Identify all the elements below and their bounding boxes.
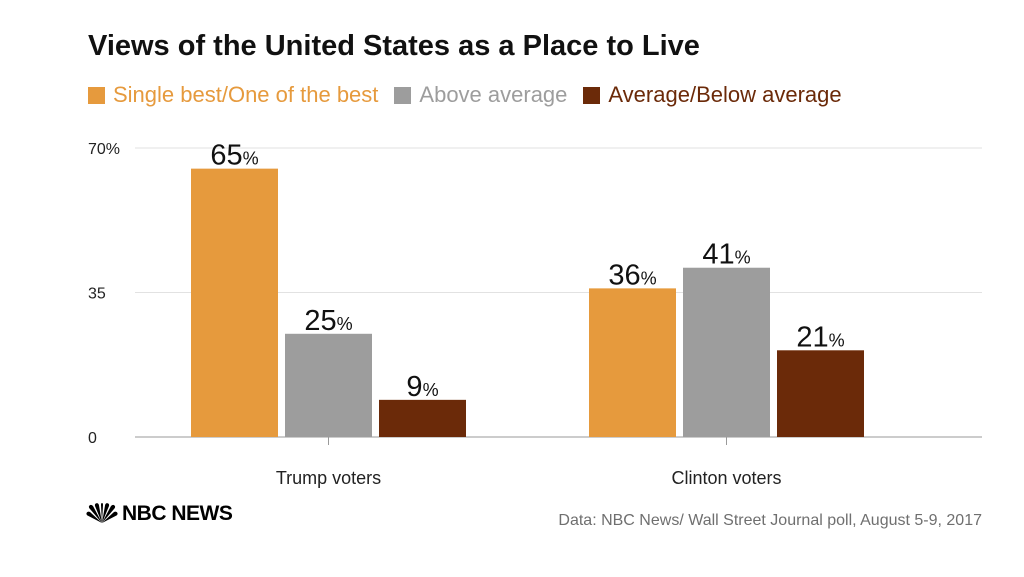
bar — [379, 399, 466, 437]
legend-label-average-below: Average/Below average — [608, 82, 842, 107]
data-label: 9% — [406, 371, 438, 403]
data-label: 36% — [608, 259, 656, 291]
data-label: 25% — [304, 305, 352, 337]
data-label: 21% — [796, 321, 844, 353]
chart-title: Views of the United States as a Place to… — [88, 30, 700, 62]
legend-label-above-average: Above average — [419, 82, 568, 107]
data-label: 41% — [702, 239, 750, 271]
legend-swatch-single-best — [88, 86, 105, 104]
source-note: Data: NBC News/ Wall Street Journal poll… — [558, 512, 982, 529]
bar — [191, 168, 278, 437]
x-tick-label: Clinton voters — [671, 468, 781, 488]
y-tick-label: 0 — [88, 430, 97, 447]
bar — [285, 333, 372, 437]
bar — [589, 288, 676, 437]
bar — [683, 267, 770, 437]
nbc-news-logo: NBC NEWS — [86, 502, 233, 526]
bar — [777, 350, 864, 437]
chart-legend: Single best/One of the best Above averag… — [88, 82, 858, 108]
legend-swatch-above-average — [394, 86, 412, 104]
y-tick-label: 35 — [88, 286, 106, 303]
data-label: 65% — [210, 140, 258, 172]
legend-item-average-below: Average/Below average — [583, 82, 842, 108]
peacock-icon — [86, 503, 118, 523]
legend-label-single-best: Single best/One of the best — [113, 82, 379, 107]
y-tick-label: 70% — [88, 141, 120, 158]
legend-item-above-average: Above average — [394, 82, 567, 108]
logo-text: NBC NEWS — [122, 502, 233, 525]
legend-swatch-average-below — [583, 86, 601, 104]
legend-item-single-best: Single best/One of the best — [88, 82, 378, 108]
x-tick-label: Trump voters — [276, 468, 381, 488]
